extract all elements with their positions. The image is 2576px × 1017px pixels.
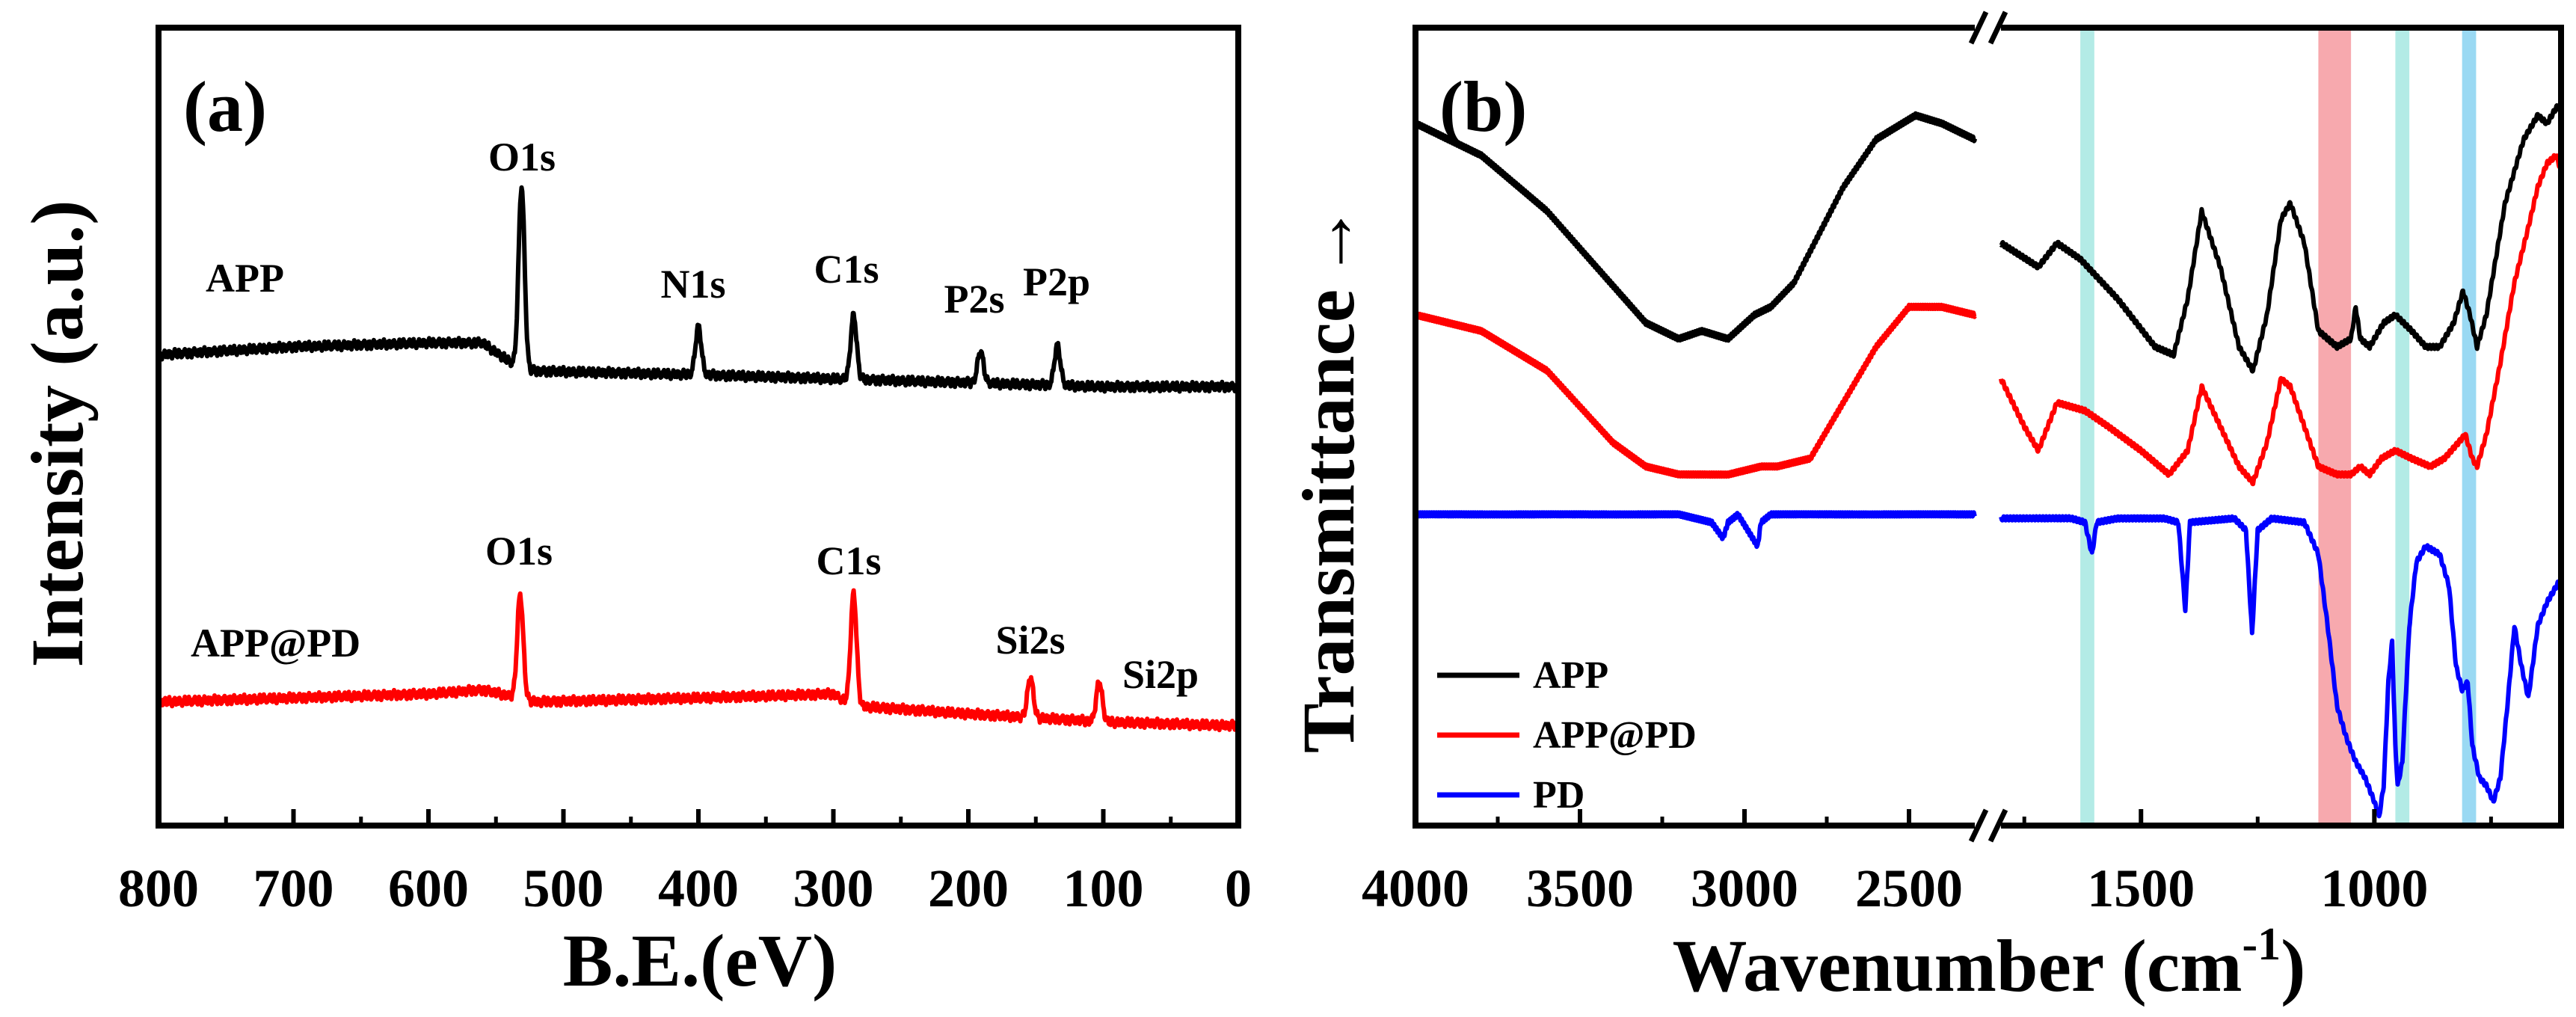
legend: APP APP@PD PD [1437,654,1697,817]
xps-annotation-c1s-8: C1s [816,538,881,583]
panel-b: 4000 3500 3000 2500 1500 1000 (b) APP APP@PD … [1287,10,2564,1007]
ftir-x-tick-label-1500: 1500 [2087,858,2195,918]
xps-annotations: APP APP@PD O1s N1s C1s P2s P2p O1s C1s Si2s Si2p [191,135,1199,697]
highlight-band-2 [2395,28,2410,826]
xps-app-curve [156,185,1241,394]
xps-x-tick-label-400: 400 [658,858,739,918]
highlight-band-0 [2080,28,2094,826]
highlight-band-1 [2318,28,2352,826]
xps-x-tick-label-0: 0 [1225,858,1252,918]
ftir-x-tick-labels: 4000 3500 3000 2500 1500 1000 [1362,858,2428,918]
xps-annotation-n1s-3: N1s [660,262,725,307]
axis-break-mark [1968,10,2008,843]
xps-annotation-si2s-9: Si2s [995,618,1065,663]
ftir-x-tick-label-3000: 3000 [1691,858,1798,918]
ftir-highlight-bands [2080,28,2477,826]
panel-a-label: (a) [183,67,267,147]
ftir-y-axis-arrow-icon: → [1287,204,1370,279]
xps-x-tick-label-600: 600 [388,858,469,918]
ftir-x-tick-label-4000: 4000 [1362,858,1469,918]
ftir-x-tick-label-3500: 3500 [1526,858,1634,918]
xps-x-axis-label: B.E.(eV) [563,919,837,1002]
ftir-y-axis-label: Transmittance → [1287,204,1370,753]
xps-x-tick-label-200: 200 [928,858,1009,918]
xps-app-pd-curve [156,588,1241,733]
ftir-x-tick-label-1000: 1000 [2320,858,2428,918]
ftir-y-axis-label-text: Transmittance [1287,289,1370,753]
ftir-x-axis-label-suffix: ) [2281,924,2305,1007]
panel-a: 800 700 600 500 400 300 200 100 0 APP APP@PD O1s N1… [16,25,1252,1002]
ftir-x-ticks [1413,809,2493,826]
xps-x-tick-label-500: 500 [523,858,604,918]
xps-x-tick-label-700: 700 [253,858,334,918]
ftir-plot-frame [1413,25,2564,829]
ftir-x-axis-label-main: Wavenumber (cm [1673,924,2243,1007]
legend-label-app-pd: APP@PD [1533,714,1697,757]
panel-b-label: (b) [1439,67,1527,147]
ftir-pd-curve [1413,510,2563,819]
legend-label-pd: PD [1533,774,1584,817]
xps-annotation-p2p-6: P2p [1023,259,1090,304]
xps-annotation-p2s-5: P2s [944,277,1005,322]
xps-x-ticks [156,809,1241,826]
xps-annotation-o1s-2: O1s [488,135,556,179]
xps-x-tick-label-100: 100 [1063,858,1144,918]
xps-x-tick-label-300: 300 [793,858,874,918]
ftir-app-pd-curve [1413,153,2563,487]
xps-annotation-o1s-7: O1s [485,529,553,574]
xps-annotation-app-0: APP [206,256,284,301]
ftir-x-axis-label: Wavenumber (cm-1) [1673,919,2306,1007]
highlight-band-3 [2462,28,2477,826]
ftir-x-axis-label-superscript: -1 [2243,919,2281,970]
ftir-x-tick-label-2500: 2500 [1855,858,1963,918]
xps-annotation-si2p-10: Si2p [1122,652,1199,697]
xps-x-tick-labels: 800 700 600 500 400 300 200 100 0 [118,858,1252,918]
xps-annotation-app-pd-1: APP@PD [191,621,360,666]
xps-y-axis-label: Intensity (a.u.) [16,200,99,667]
legend-label-app: APP [1533,654,1608,697]
xps-annotation-c1s-4: C1s [814,247,879,292]
xps-x-tick-label-800: 800 [118,858,199,918]
ftir-app-curve [1413,103,2563,374]
xps-plot-frame [156,25,1241,829]
